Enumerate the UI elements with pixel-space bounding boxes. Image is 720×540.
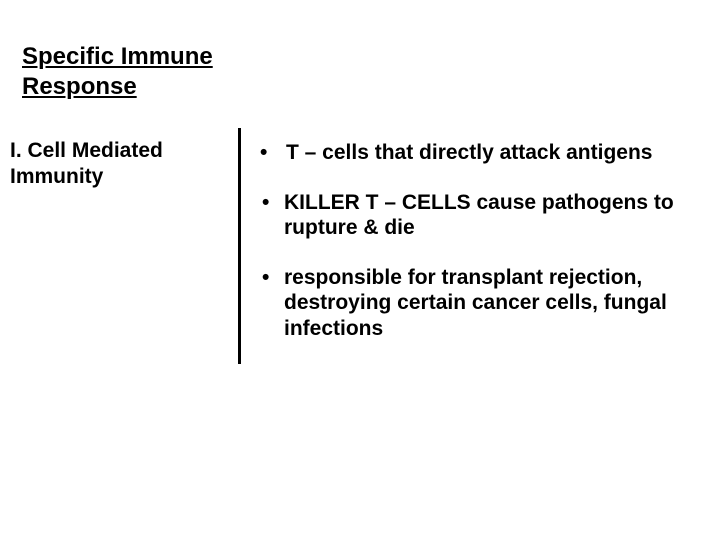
subheading-line1: I. Cell Mediated xyxy=(10,139,163,162)
bullet-item: • T – cells that directly attack antigen… xyxy=(260,140,700,166)
bullet-text: responsible for transplant rejection, de… xyxy=(284,266,667,340)
bullet-item: • KILLER T – CELLS cause pathogens to ru… xyxy=(260,190,700,241)
slide-title: Specific Immune Response xyxy=(22,42,213,102)
subheading-line2: Immunity xyxy=(10,165,103,188)
bullet-text: T – cells that directly attack antigens xyxy=(286,141,652,164)
slide-subheading: I. Cell Mediated Immunity xyxy=(10,138,163,191)
bullet-icon: • xyxy=(262,190,281,216)
bullet-list: • T – cells that directly attack antigen… xyxy=(260,140,700,366)
title-line2: Response xyxy=(22,73,137,100)
bullet-icon: • xyxy=(260,140,267,166)
bullet-text: KILLER T – CELLS cause pathogens to rupt… xyxy=(284,191,674,240)
slide: Specific Immune Response I. Cell Mediate… xyxy=(0,0,720,540)
bullet-item: • responsible for transplant rejection, … xyxy=(260,265,700,342)
title-line1: Specific Immune xyxy=(22,43,213,70)
vertical-divider xyxy=(238,128,241,364)
bullet-icon: • xyxy=(262,265,281,291)
